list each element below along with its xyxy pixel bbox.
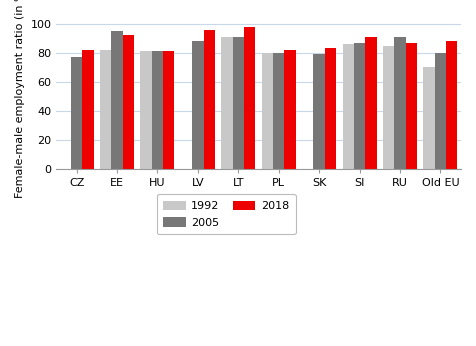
Bar — [435, 53, 446, 169]
Bar — [383, 46, 394, 169]
Bar — [123, 35, 134, 169]
Bar — [424, 67, 435, 169]
Bar — [406, 43, 417, 169]
Bar — [262, 53, 273, 169]
Bar — [354, 43, 365, 169]
Bar — [325, 48, 336, 169]
Bar — [221, 37, 233, 169]
Bar — [82, 50, 94, 169]
Legend: 1992, 2005, 2018: 1992, 2005, 2018 — [157, 194, 296, 234]
Bar — [314, 54, 325, 169]
Y-axis label: Female-male employment ratio (in %): Female-male employment ratio (in %) — [15, 0, 25, 198]
Bar — [71, 57, 82, 169]
Bar — [365, 37, 377, 169]
Bar — [163, 51, 174, 169]
Bar — [111, 31, 123, 169]
Bar — [284, 50, 296, 169]
Bar — [192, 41, 204, 169]
Bar — [140, 51, 152, 169]
Bar — [204, 29, 215, 169]
Bar — [233, 37, 244, 169]
Bar — [152, 51, 163, 169]
Bar — [446, 41, 457, 169]
Bar — [394, 37, 406, 169]
Bar — [100, 50, 111, 169]
Bar — [273, 53, 284, 169]
Bar — [244, 27, 255, 169]
Bar — [343, 44, 354, 169]
